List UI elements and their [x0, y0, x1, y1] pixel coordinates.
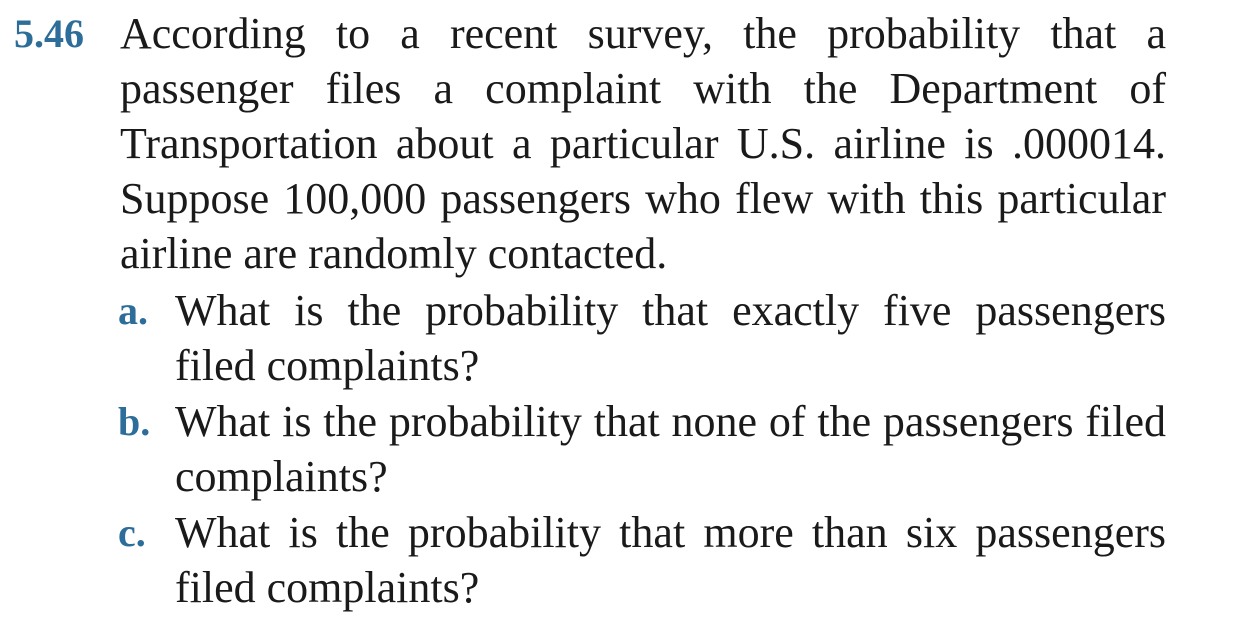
part-letter: a. [118, 288, 148, 333]
problem-number: 5.46 [14, 11, 84, 56]
exercise-problem: 5.46 According to a recent survey, the p… [14, 6, 1166, 616]
part-a: a. What is the probability that exactly … [118, 283, 1166, 393]
part-letter: c. [118, 510, 146, 555]
part-text: What is the probability that more than s… [175, 508, 1166, 612]
part-letter: b. [118, 399, 151, 444]
part-text: What is the probability that none of the… [175, 397, 1166, 501]
problem-statement: 5.46 According to a recent survey, the p… [14, 6, 1166, 281]
part-text: What is the probability that exactly fiv… [175, 286, 1166, 390]
part-c: c. What is the probability that more tha… [118, 505, 1166, 615]
problem-text: According to a recent survey, the probab… [120, 9, 1166, 278]
problem-parts: a. What is the probability that exactly … [118, 283, 1166, 615]
part-b: b. What is the probability that none of … [118, 394, 1166, 504]
